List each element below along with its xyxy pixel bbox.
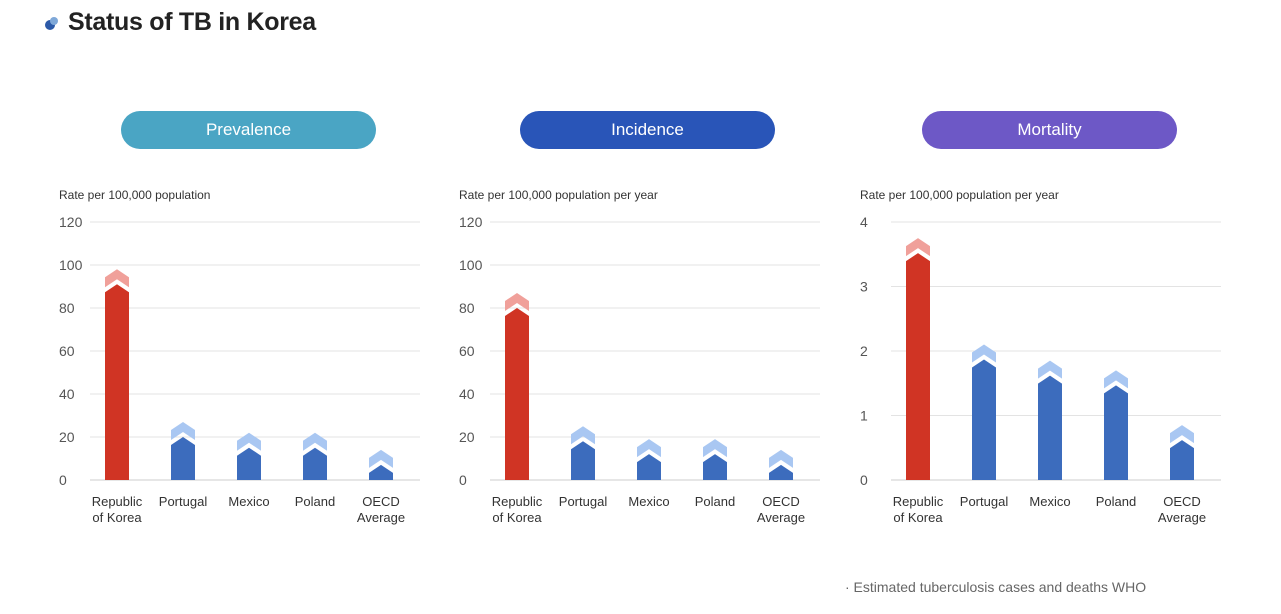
bar [171, 436, 195, 480]
prevalence-unit-label: Rate per 100,000 population [59, 188, 210, 202]
bar-tip [505, 292, 529, 311]
y-tick-label: 60 [459, 343, 475, 359]
y-tick-label: 60 [59, 343, 75, 359]
x-tick-label: Poland [295, 494, 335, 509]
mortality-unit-label: Rate per 100,000 population per year [860, 188, 1059, 202]
bar-tip [171, 421, 195, 440]
prevalence-chart-panel: Prevalence Rate per 100,000 population 0 2… [55, 0, 455, 560]
bar-tip [972, 344, 996, 363]
bar [237, 447, 261, 480]
x-tick-label: Portugal [960, 494, 1009, 509]
bar-tip [369, 449, 393, 468]
bar [1104, 385, 1128, 480]
x-tick-label: OECD Average [357, 494, 405, 525]
prevalence-chart: Rate per 100,000 population 0 20 40 60 80 100 1… [59, 188, 420, 525]
x-tick-label: Mexico [628, 494, 669, 509]
bar-tip [1038, 360, 1062, 379]
bar [571, 441, 595, 480]
page-title: Status of TB in Korea [44, 8, 316, 37]
y-tick-label: 0 [459, 472, 467, 488]
bar [703, 454, 727, 480]
bar [369, 464, 393, 480]
bar-tip [1170, 425, 1194, 444]
bar [505, 307, 529, 480]
bar-tip [637, 439, 661, 458]
mortality-chart: Rate per 100,000 population per year 0 1 2 3… [860, 188, 1221, 525]
x-tick-label: Portugal [559, 494, 608, 509]
y-tick-label: 120 [459, 214, 483, 230]
x-tick-label: OECD Average [757, 494, 805, 525]
bar-tip [1104, 370, 1128, 389]
bullet-icon [45, 16, 58, 30]
y-tick-label: 80 [59, 300, 75, 316]
bar [637, 454, 661, 480]
y-tick-label: 20 [459, 429, 475, 445]
bar-tip [703, 439, 727, 458]
y-tick-label: 2 [860, 343, 868, 359]
x-tick-label: OECD Average [1158, 494, 1206, 525]
page-title-text: Status of TB in Korea [68, 8, 316, 36]
incidence-unit-label: Rate per 100,000 population per year [459, 188, 658, 202]
y-tick-label: 3 [860, 279, 868, 295]
y-tick-label: 80 [459, 300, 475, 316]
x-tick-label: Mexico [228, 494, 269, 509]
bar [972, 359, 996, 480]
incidence-title-pill: Incidence [520, 111, 775, 149]
bar-tip [571, 426, 595, 445]
x-tick-label: Portugal [159, 494, 208, 509]
y-tick-label: 100 [459, 257, 483, 273]
bar-tip [237, 432, 261, 451]
bar-tip [769, 449, 793, 468]
bar [303, 447, 327, 480]
bar [906, 253, 930, 480]
y-tick-label: 120 [59, 214, 83, 230]
bar [105, 284, 129, 480]
x-tick-label: Republic of Korea [92, 494, 143, 525]
x-tick-label: Republic of Korea [492, 494, 543, 525]
y-tick-label: 0 [860, 472, 868, 488]
x-tick-label: Mexico [1029, 494, 1070, 509]
bar [1170, 440, 1194, 480]
x-tick-label: Republic of Korea [893, 494, 944, 525]
mortality-chart-panel: Mortality Rate per 100,000 population pe… [856, 0, 1256, 560]
y-tick-label: 4 [860, 214, 868, 230]
source-note: · Estimated tuberculosis cases and death… [845, 579, 1147, 595]
bar-tip [303, 432, 327, 451]
y-tick-label: 40 [459, 386, 475, 402]
mortality-title-pill: Mortality [922, 111, 1177, 149]
x-tick-label: Poland [695, 494, 735, 509]
prevalence-title-pill: Prevalence [121, 111, 376, 149]
bar-tip [105, 269, 129, 288]
y-tick-label: 20 [59, 429, 75, 445]
y-tick-label: 100 [59, 257, 83, 273]
incidence-chart: Rate per 100,000 population per year 0 20 4… [459, 188, 820, 525]
bar [769, 464, 793, 480]
bar-tip [906, 238, 930, 257]
bar [1038, 375, 1062, 480]
y-tick-label: 0 [59, 472, 67, 488]
y-tick-label: 40 [59, 386, 75, 402]
incidence-chart-panel: Incidence Rate per 100,000 population pe… [455, 0, 855, 560]
y-tick-label: 1 [860, 408, 868, 424]
x-tick-label: Poland [1096, 494, 1136, 509]
